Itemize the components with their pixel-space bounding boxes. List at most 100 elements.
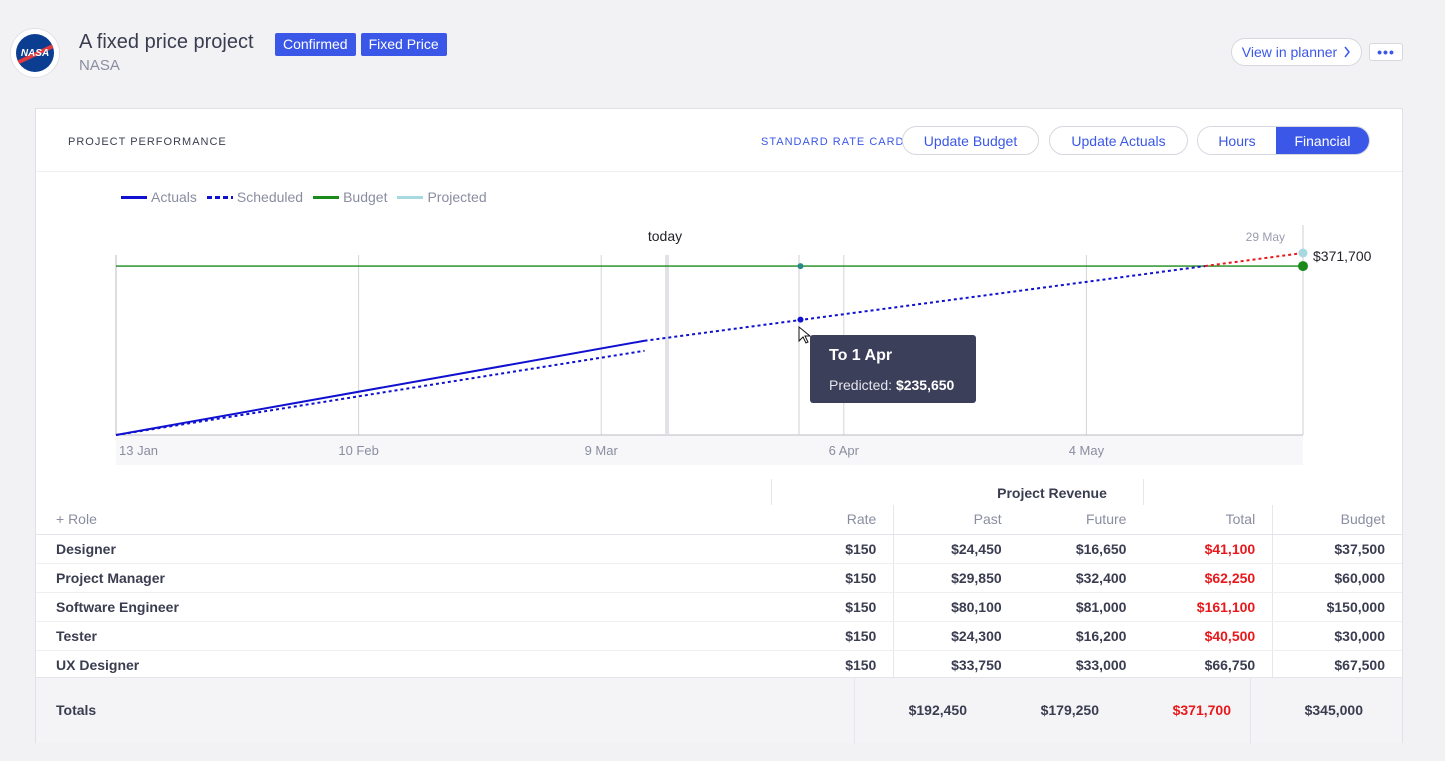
tooltip-value: $235,650 (895, 377, 955, 393)
budget-cell: $67,500 (1272, 650, 1402, 680)
tooltip-line: Predicted: $235,650 (829, 377, 955, 393)
chart-legend: Actuals Scheduled Budget Projected (121, 189, 487, 205)
col-future: Future (1018, 505, 1144, 535)
budget-cell: $60,000 (1272, 563, 1402, 593)
total-cell: $66,750 (1143, 650, 1273, 680)
total-cell: $41,100 (1143, 534, 1273, 564)
client-name: NASA (79, 57, 120, 74)
revenue-table: + Role Rate Past Future Total Budget Des… (36, 479, 1402, 680)
role-name: Software Engineer (36, 592, 772, 622)
rate-cell: $150 (771, 621, 894, 651)
x-tick-label: 4 May (1069, 443, 1105, 458)
total-cell: $161,100 (1143, 592, 1273, 622)
actuals-line (115, 339, 645, 436)
project-revenue-header: Project Revenue (997, 485, 1107, 501)
hover-budget-point (797, 263, 804, 270)
totals-total: $371,700 (1172, 702, 1231, 718)
more-options-button[interactable]: ••• (1369, 43, 1403, 61)
totals-divider (854, 678, 855, 744)
legend-budget[interactable]: Budget (313, 189, 387, 205)
x-tick-label: 13 Jan (119, 443, 158, 458)
x-tick-label: 6 Apr (829, 443, 860, 458)
view-in-planner-button[interactable]: View in planner (1231, 38, 1362, 66)
performance-chart[interactable]: today 29 May 13 Jan 10 Feb 9 Mar 6 Apr 4 May… (36, 219, 1402, 469)
panel-title: PROJECT PERFORMANCE (68, 136, 227, 148)
mouse-cursor-icon (798, 325, 812, 344)
end-date-label: 29 May (1246, 230, 1285, 244)
nasa-logo-icon: NASA (16, 34, 54, 72)
budget-cell: $150,000 (1272, 592, 1402, 622)
update-budget-button[interactable]: Update Budget (902, 126, 1039, 155)
col-rate: Rate (771, 505, 894, 535)
view-toggle: Hours Financial (1197, 126, 1370, 155)
total-cell: $62,250 (1143, 563, 1273, 593)
future-cell: $81,000 (1018, 592, 1144, 622)
add-role-button[interactable]: + Role (56, 511, 97, 528)
legend-actuals[interactable]: Actuals (121, 189, 197, 205)
totals-divider (1250, 678, 1251, 744)
legend-scheduled[interactable]: Scheduled (206, 189, 303, 205)
end-value-label: $371,700 (1313, 248, 1372, 264)
chart-tooltip: To 1 Apr Predicted: $235,650 (810, 335, 976, 403)
hours-toggle[interactable]: Hours (1198, 127, 1276, 154)
legend-projected[interactable]: Projected (397, 189, 487, 205)
more-dots-icon: ••• (1377, 44, 1395, 60)
x-tick-label: 10 Feb (338, 443, 378, 458)
projected-end-point (1298, 248, 1308, 258)
projected-line (644, 265, 1206, 342)
projected-swatch (397, 195, 424, 199)
rate-cell: $150 (771, 534, 894, 564)
col-past: Past (893, 505, 1019, 535)
past-cell: $33,750 (893, 650, 1019, 680)
table-body: Designer $150 $24,450 $16,650 $41,100 $37,500… (36, 534, 1402, 680)
table-row[interactable]: UX Designer $150 $33,750 $33,000 $66,750 $67,… (36, 650, 1402, 680)
table-row[interactable]: Software Engineer $150 $80,100 $81,000 $161,… (36, 592, 1402, 622)
project-title: A fixed price project (79, 31, 254, 53)
table-row[interactable]: Designer $150 $24,450 $16,650 $41,100 $37,500 (36, 534, 1402, 564)
chart-series (115, 248, 1308, 436)
past-cell: $24,450 (893, 534, 1019, 564)
rate-card-link[interactable]: STANDARD RATE CARD (761, 136, 905, 148)
today-label: today (648, 228, 682, 244)
table-row[interactable]: Project Manager $150 $29,850 $32,400 $62,250… (36, 563, 1402, 593)
scheduled-line (115, 349, 645, 436)
view-in-planner-label: View in planner (1241, 44, 1338, 60)
past-cell: $24,300 (893, 621, 1019, 651)
future-cell: $16,200 (1018, 621, 1144, 651)
confirmed-badge: Confirmed (275, 33, 356, 56)
x-tick-label: 9 Mar (585, 443, 619, 458)
total-cell: $40,500 (1143, 621, 1273, 651)
budget-end-point (1298, 261, 1308, 272)
client-logo: NASA (10, 28, 60, 78)
col-budget: Budget (1272, 505, 1402, 535)
fixed-price-badge: Fixed Price (360, 33, 447, 56)
status-badges: Confirmed Fixed Price (275, 33, 447, 56)
rate-cell: $150 (771, 650, 894, 680)
hover-point (797, 316, 804, 323)
table-group-row (36, 479, 1402, 505)
projected-overrun-line (1204, 252, 1304, 268)
role-name: Tester (36, 621, 772, 651)
totals-label: Totals (56, 702, 97, 718)
role-name: Designer (36, 534, 772, 564)
chevron-right-icon (1344, 46, 1351, 58)
scheduled-swatch (206, 195, 233, 199)
rate-cell: $150 (771, 592, 894, 622)
past-cell: $29,850 (893, 563, 1019, 593)
totals-budget: $345,000 (1304, 702, 1363, 718)
role-name: UX Designer (36, 650, 772, 680)
role-name: Project Manager (36, 563, 772, 593)
table-row[interactable]: Tester $150 $24,300 $16,200 $40,500 $30,000 (36, 621, 1402, 651)
budget-swatch (313, 195, 340, 199)
col-total: Total (1143, 505, 1273, 535)
future-cell: $33,000 (1018, 650, 1144, 680)
table-header-row: + Role Rate Past Future Total Budget (36, 505, 1402, 535)
future-cell: $32,400 (1018, 563, 1144, 593)
tooltip-title: To 1 Apr (829, 347, 893, 364)
totals-row: Totals $192,450 $179,250 $371,700 $345,0… (36, 677, 1402, 744)
update-actuals-button[interactable]: Update Actuals (1049, 126, 1188, 155)
financial-toggle[interactable]: Financial (1276, 127, 1369, 154)
panel-header: PROJECT PERFORMANCE STANDARD RATE CARD U… (36, 109, 1402, 172)
budget-cell: $37,500 (1272, 534, 1402, 564)
rate-cell: $150 (771, 563, 894, 593)
